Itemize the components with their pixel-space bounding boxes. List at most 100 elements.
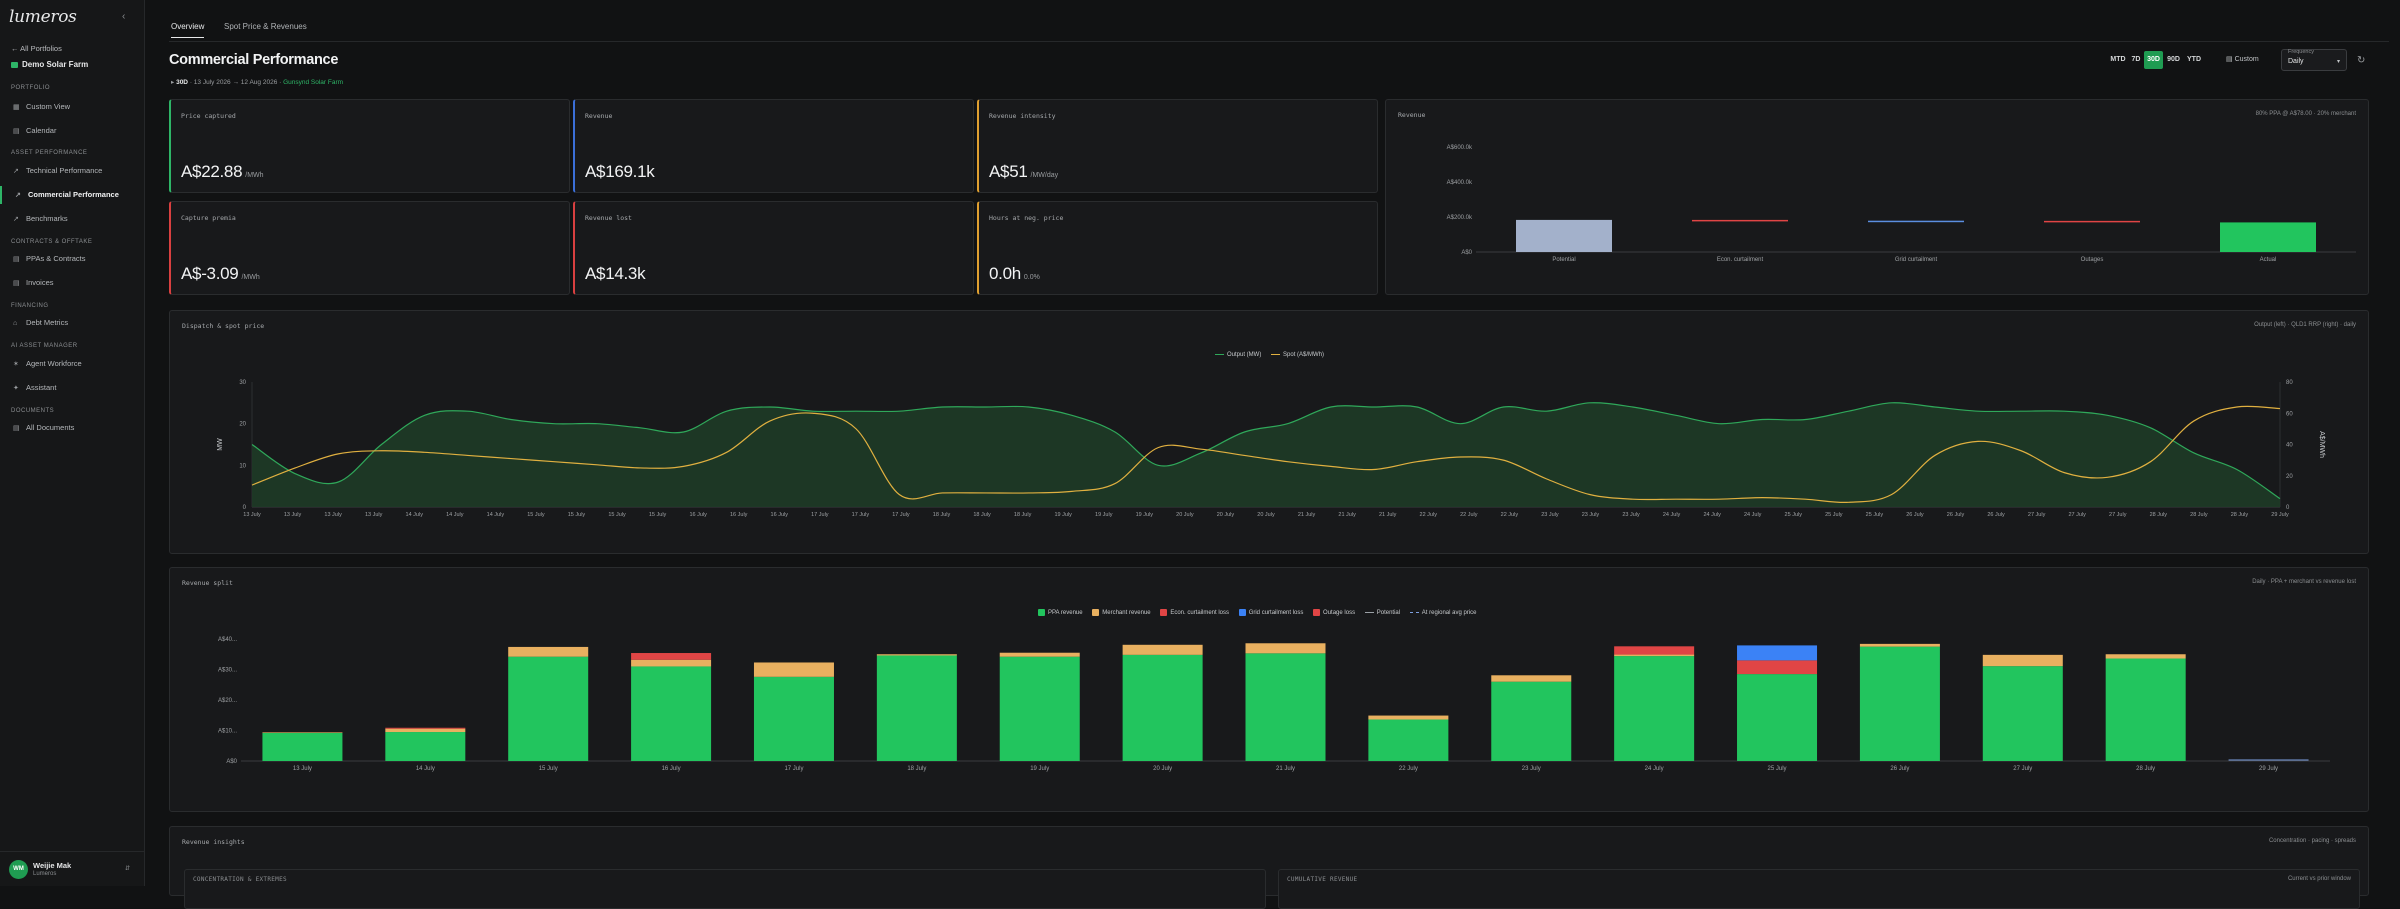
app-logo: lumeros — [9, 7, 77, 27]
y-tick-label: A$10... — [218, 729, 237, 735]
x-tick-label: 18 July — [1014, 512, 1032, 518]
sidebar-item-debt[interactable]: ⌂ Debt Metrics — [0, 314, 144, 332]
all-portfolios-link[interactable]: ← All Portfolios — [11, 44, 62, 53]
x-tick-label: 26 July — [1947, 512, 1965, 518]
y-tick-label: 0 — [243, 505, 247, 511]
sidebar-item-workforce[interactable]: ✶ Agent Workforce — [0, 355, 144, 373]
stacked-bar-segment — [631, 659, 712, 667]
x-tick-label: 17 July — [892, 512, 910, 518]
stacked-bar-segment — [876, 655, 957, 761]
refresh-icon[interactable]: ↻ — [2357, 55, 2366, 66]
portfolio-selector[interactable]: Demo Solar Farm — [11, 60, 88, 69]
legend-item-regional-avg[interactable]: At regional avg price — [1409, 610, 1476, 616]
x-tick-label: Potential — [1552, 257, 1575, 263]
legend-item-merchant[interactable]: Merchant revenue — [1092, 609, 1151, 616]
sidebar-item-benchmarks[interactable]: ↗ Benchmarks — [0, 210, 144, 228]
legend-item-ppa[interactable]: PPA revenue — [1038, 609, 1083, 616]
y-tick-label: 10 — [239, 463, 246, 469]
kpi-revenue-lost: Revenue lost A$14.3k — [573, 201, 974, 295]
kpi-revenue: Revenue A$169.1k — [573, 99, 974, 193]
sidebar-item-assistant[interactable]: ✦ Assistant — [0, 379, 144, 397]
x-tick-label: 18 July — [933, 512, 951, 518]
x-tick-label: 20 July — [1217, 512, 1235, 518]
legend-item-potential[interactable]: Potential — [1364, 610, 1400, 616]
tab-overview[interactable]: Overview — [171, 22, 205, 38]
tab-spot-price[interactable]: Spot Price & Revenues — [224, 22, 307, 31]
x-tick-label: 28 July — [2231, 512, 2249, 518]
x-tick-label: 23 July — [1582, 512, 1600, 518]
range-7d-button[interactable]: 7D — [2131, 56, 2141, 63]
x-tick-label: 19 July — [1095, 512, 1113, 518]
waterfall-bar — [2220, 222, 2316, 252]
x-tick-label: 26 July — [1890, 766, 1909, 772]
trend-icon: ↗ — [15, 192, 21, 199]
x-tick-label: 16 July — [771, 512, 789, 518]
x-tick-label: Grid curtailment — [1895, 257, 1938, 263]
sidebar-item-custom-view[interactable]: ▦ Custom View — [0, 98, 144, 116]
stacked-bar-segment — [631, 666, 712, 761]
user-name: Weijie Mak — [33, 861, 72, 870]
x-tick-label: 15 July — [649, 512, 667, 518]
range-30d-button[interactable]: 30D — [2144, 51, 2163, 69]
stacked-bar-segment — [1368, 719, 1449, 761]
folder-icon: ▤ — [13, 425, 20, 432]
chevron-updown-icon: ⇵ — [125, 866, 131, 872]
chevron-down-icon: ▾ — [2336, 59, 2340, 65]
x-tick-label: 20 July — [1153, 766, 1172, 772]
sidebar-item-all-documents[interactable]: ▤ All Documents — [0, 419, 144, 437]
range-mtd-button[interactable]: MTD — [2110, 56, 2126, 63]
stacked-bar-segment — [1614, 646, 1695, 655]
legend-item-grid-loss[interactable]: Grid curtailment loss — [1238, 609, 1303, 616]
range-90d-button[interactable]: 90D — [2167, 56, 2180, 63]
stacked-bar-segment — [753, 662, 834, 677]
x-tick-label: 24 July — [1744, 512, 1762, 518]
output-area — [252, 402, 2280, 507]
card-title: Dispatch & spot price — [182, 322, 265, 330]
x-tick-label: 24 July — [1645, 766, 1664, 772]
sidebar-item-calendar[interactable]: ▤ Calendar — [0, 122, 144, 140]
stacked-bar-segment — [385, 732, 466, 761]
sidebar-item-ppas[interactable]: ▤ PPAs & Contracts — [0, 250, 144, 268]
x-tick-label: 16 July — [730, 512, 748, 518]
x-tick-label: 14 July — [487, 512, 505, 518]
x-tick-label: 26 July — [1987, 512, 2005, 518]
x-tick-label: 22 July — [1460, 512, 1478, 518]
stacked-bar-segment — [1982, 666, 2063, 761]
x-tick-label: 19 July — [1054, 512, 1072, 518]
revenue-waterfall-chart: A$0 A$200.0k A$400.0k A$600.0k Potential Econ… — [1447, 145, 2356, 263]
dispatch-chart: 0 10 20 30 0 20 40 60 80 MW A$/MWh 13 July 13 July 13… — [217, 380, 2325, 518]
legend-item-econ-loss[interactable]: Econ. curtailment loss — [1160, 609, 1229, 616]
stacked-bar-segment — [1245, 653, 1326, 761]
x-tick-label: 24 July — [1663, 512, 1681, 518]
custom-range-button[interactable]: ▤ Custom — [2226, 56, 2259, 63]
legend-item-outage-loss[interactable]: Outage loss — [1313, 609, 1355, 616]
range-ytd-button[interactable]: YTD — [2187, 56, 2201, 63]
grid-icon: ▦ — [13, 104, 20, 111]
sidebar-item-invoices[interactable]: ▤ Invoices — [0, 274, 144, 292]
x-tick-label: 23 July — [1522, 766, 1541, 772]
legend-swatch — [1160, 609, 1168, 616]
x-tick-label: 28 July — [2150, 512, 2168, 518]
kpi-price-captured: Price captured A$22.88/MWh — [169, 99, 570, 193]
x-tick-label: 13 July — [365, 512, 383, 518]
user-menu[interactable]: WM Weijie Mak Lumeros ⇵ — [0, 851, 144, 886]
tab-divider — [169, 41, 2389, 42]
sidebar-item-commercial[interactable]: ↗ Commercial Performance — [0, 186, 144, 204]
dispatch-card: Dispatch & spot price Output (left) · QL… — [169, 310, 2369, 554]
x-tick-label: 14 July — [416, 766, 435, 772]
section-portfolio: PORTFOLIO — [11, 85, 51, 91]
stacked-bar-segment — [1491, 675, 1572, 682]
kpi-revenue-intensity: Revenue intensity A$51/MW/day — [977, 99, 1378, 193]
y-tick-label: A$30... — [218, 668, 237, 674]
stacked-bar-segment — [2105, 658, 2186, 761]
sidebar-item-technical[interactable]: ↗ Technical Performance — [0, 162, 144, 180]
stacked-bar-segment — [508, 646, 589, 657]
frequency-select[interactable]: Frequency Daily ▾ — [2281, 49, 2347, 71]
stacked-bar-segment — [999, 656, 1080, 761]
legend-item-spot[interactable]: Spot (A$/MWh) — [1271, 352, 1324, 358]
stacked-bar-segment — [1859, 643, 1940, 647]
legend-item-output[interactable]: Output (MW) — [1215, 352, 1261, 358]
y-tick-label: A$200.0k — [1447, 215, 1473, 221]
chevron-left-icon[interactable]: ‹ — [122, 11, 126, 22]
section-contracts: CONTRACTS & OFFTAKE — [11, 239, 93, 245]
